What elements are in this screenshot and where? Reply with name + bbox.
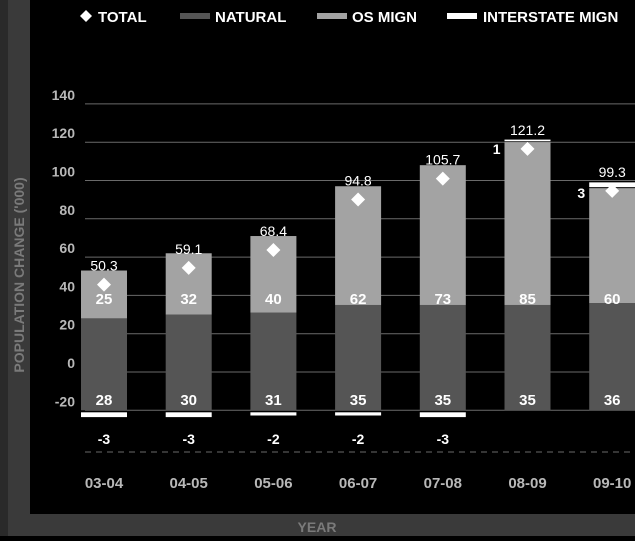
os-mign-value-label: 60 [604, 291, 621, 308]
y-tick-label: 80 [59, 202, 75, 218]
x-tick-label: 09-10 [593, 475, 631, 492]
y-tick-label: 0 [67, 355, 75, 371]
total-diamond-marker [266, 243, 281, 258]
y-tick-labels: -20 0 20 40 60 80 100 120 140 [52, 87, 76, 409]
total-value-label: 105.7 [425, 152, 460, 168]
total-diamond-marker [181, 260, 196, 275]
natural-value-label: 35 [350, 392, 367, 409]
natural-value-label: 30 [180, 392, 197, 409]
bar-natural [250, 312, 297, 411]
interstate-value-label: -3 [182, 431, 195, 447]
data-labels: -3282550.3-3303259.1-2314068.4-2356294.8… [90, 122, 626, 447]
legend-total-label: TOTAL [98, 9, 147, 26]
total-value-label: 94.8 [344, 172, 371, 188]
bar-interstate [335, 412, 382, 416]
legend-natural-label: NATURAL [215, 9, 286, 26]
x-tick-labels: 03-04 04-05 05-06 06-07 07-08 08-09 09-10 [85, 475, 632, 492]
bar-natural [81, 318, 127, 411]
interstate-value-label: -3 [98, 431, 111, 447]
y-tick-label: 60 [59, 240, 75, 256]
bar-natural [165, 314, 212, 411]
os-mign-value-label: 40 [265, 291, 282, 308]
bar-interstate [165, 412, 212, 418]
total-markers [97, 141, 620, 292]
bar-natural [589, 303, 635, 411]
bar-os-mign [419, 165, 466, 305]
y-tick-label: -20 [55, 393, 75, 409]
x-tick-label: 07-08 [424, 475, 462, 492]
natural-value-label: 35 [434, 392, 451, 409]
total-diamond-marker [97, 277, 111, 292]
os-mign-value-label: 85 [519, 291, 536, 308]
os-mign-value-label: 25 [96, 291, 113, 308]
x-tick-label: 03-04 [85, 475, 124, 492]
bars [81, 139, 635, 418]
total-value-label: 68.4 [260, 223, 287, 239]
bar-os-mign [504, 142, 551, 305]
interstate-value-label: 1 [493, 141, 501, 157]
legend-osmign-swatch [317, 13, 347, 19]
x-tick-label: 08-09 [508, 475, 546, 492]
total-value-label: 59.1 [175, 241, 202, 257]
legend-interstate-label: INTERSTATE MIGN [483, 9, 618, 26]
bar-os-mign [589, 188, 635, 304]
bar-interstate [250, 412, 297, 416]
bar-interstate [504, 139, 551, 142]
interstate-value-label: -3 [437, 431, 450, 447]
total-diamond-marker [435, 171, 450, 186]
interstate-value-label: 3 [577, 185, 585, 201]
total-diamond-marker [605, 183, 620, 198]
y-axis-title: POPULATION CHANGE ('000) [11, 177, 27, 372]
legend-interstate-swatch [447, 13, 477, 19]
total-value-label: 99.3 [599, 164, 626, 180]
natural-value-label: 31 [265, 392, 282, 409]
y-tick-label: 20 [59, 317, 75, 333]
x-tick-label: 06-07 [339, 475, 377, 492]
frame-bottom [0, 514, 635, 536]
bar-natural [419, 304, 466, 411]
total-diamond-marker [520, 141, 535, 156]
frame-left-inner [0, 0, 8, 536]
x-axis-title: YEAR [298, 519, 337, 535]
total-value-label: 121.2 [510, 122, 545, 138]
interstate-value-label: -2 [352, 431, 365, 447]
legend-osmign-label: OS MIGN [352, 9, 417, 26]
bar-natural [504, 304, 551, 411]
natural-value-label: 28 [96, 392, 113, 409]
natural-value-label: 36 [604, 392, 621, 409]
bar-natural [335, 304, 382, 411]
bar-interstate [81, 412, 127, 418]
natural-value-label: 35 [519, 392, 536, 409]
x-tick-label: 05-06 [254, 475, 292, 492]
y-tick-label: 40 [59, 278, 75, 294]
y-tick-label: 120 [52, 125, 76, 141]
legend-total-diamond-icon [80, 10, 92, 22]
bar-interstate [419, 412, 466, 418]
legend: TOTAL NATURAL OS MIGN INTERSTATE MIGN [80, 9, 618, 26]
os-mign-value-label: 73 [434, 291, 451, 308]
x-tick-label: 04-05 [170, 475, 208, 492]
os-mign-value-label: 32 [180, 291, 197, 308]
interstate-value-label: -2 [267, 431, 280, 447]
total-value-label: 50.3 [90, 258, 117, 274]
y-tick-label: 100 [52, 164, 76, 180]
os-mign-value-label: 62 [350, 291, 367, 308]
legend-natural-swatch [180, 13, 210, 19]
y-tick-label: 140 [52, 87, 76, 103]
total-diamond-marker [351, 192, 366, 207]
